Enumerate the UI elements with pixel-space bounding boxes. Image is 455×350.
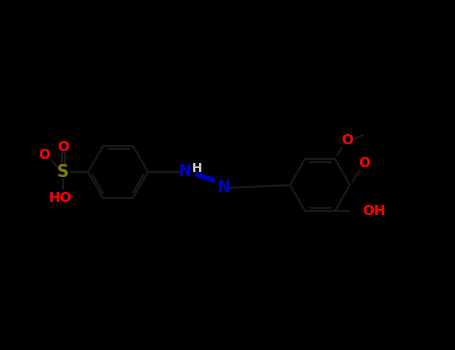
Text: O: O: [358, 156, 370, 170]
Text: OH: OH: [362, 204, 385, 218]
Text: S: S: [57, 163, 69, 181]
Text: O: O: [38, 148, 50, 162]
Text: HO: HO: [48, 191, 72, 205]
Text: N: N: [179, 164, 192, 180]
Text: O: O: [341, 133, 353, 147]
Text: H: H: [192, 161, 202, 175]
Text: N: N: [217, 180, 230, 195]
Text: O: O: [57, 140, 69, 154]
